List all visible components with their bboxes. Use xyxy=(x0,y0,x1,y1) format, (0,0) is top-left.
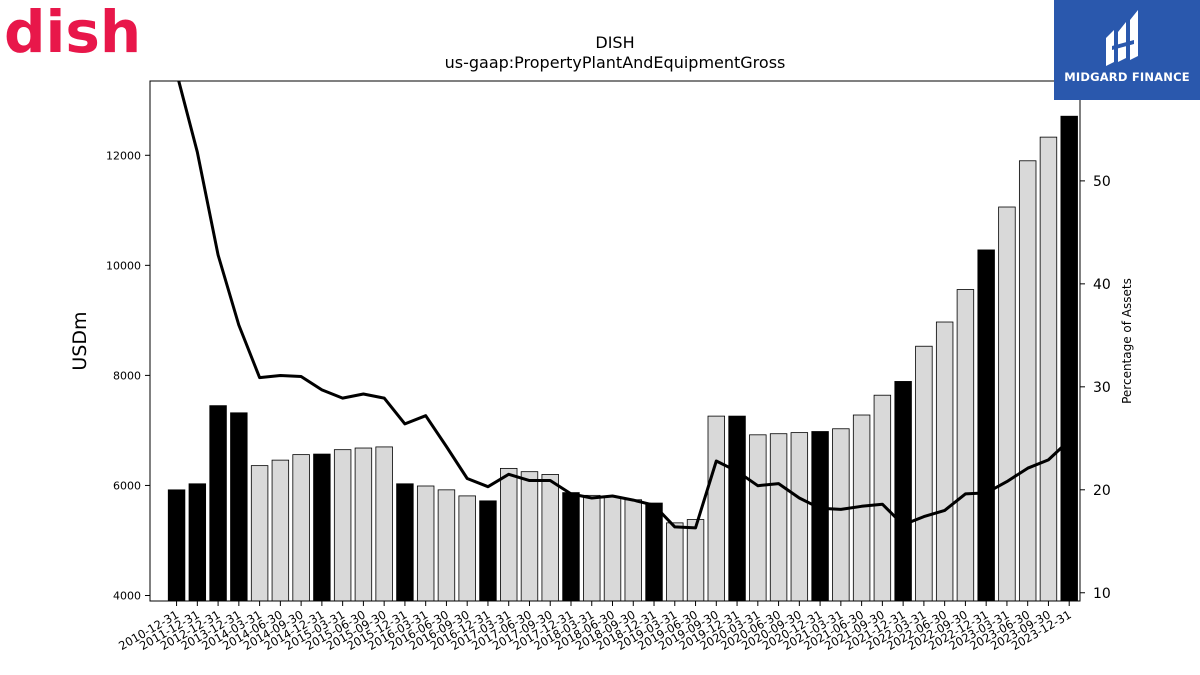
bar-2022-12-31 xyxy=(977,249,995,602)
bar-2023-09-30 xyxy=(1039,136,1058,602)
bar-2020-09-30 xyxy=(790,432,809,602)
bar-2018-09-30 xyxy=(624,499,642,602)
bar-2023-03-31 xyxy=(998,206,1016,602)
bar-2016-09-30 xyxy=(458,495,476,602)
bar-2015-03-31 xyxy=(333,449,352,602)
bar-2013-12-31 xyxy=(230,412,248,602)
bar-2016-06-30 xyxy=(437,489,456,602)
bar-2022-06-30 xyxy=(935,321,954,602)
bar-2012-12-31 xyxy=(209,405,227,602)
bar-2020-03-31 xyxy=(749,434,767,602)
chart-subtitle: us-gaap:PropertyPlantAndEquipmentGross xyxy=(444,53,786,72)
y-axis-right: 10 20 30 40 50 xyxy=(1080,174,1111,602)
y-axis-left: 4000 6000 8000 10000 12000 xyxy=(106,149,150,602)
chart-title: DISH xyxy=(595,33,635,52)
bar-2015-06-30 xyxy=(354,447,373,602)
bar-2023-06-30 xyxy=(1018,160,1037,602)
percentage-of-assets-line xyxy=(177,81,1071,530)
bar-2018-12-31 xyxy=(645,502,663,602)
bar-2017-06-30 xyxy=(520,471,539,602)
midgard-logo-text: MIDGARD FINANCE xyxy=(1064,70,1190,84)
bar-2021-03-31 xyxy=(832,428,850,602)
y-axis-label: USDm xyxy=(69,311,91,370)
y-tick-label: 12000 xyxy=(106,149,141,162)
bar-2011-12-31 xyxy=(188,483,207,602)
bar-2014-06-30 xyxy=(271,459,290,602)
y-tick-label: 8000 xyxy=(113,369,141,382)
bar-2021-12-31 xyxy=(894,381,912,602)
bar-2016-12-31 xyxy=(479,500,497,602)
y2-tick-label: 30 xyxy=(1093,380,1111,396)
bar-2014-09-30 xyxy=(292,454,310,602)
bar-2020-06-30 xyxy=(769,433,788,602)
bar-2017-12-31 xyxy=(562,492,580,602)
bar-2015-12-31 xyxy=(396,483,414,602)
midgard-logo-mark xyxy=(1106,10,1138,66)
y2-tick-label: 50 xyxy=(1093,174,1111,190)
bar-2019-09-30 xyxy=(707,415,726,602)
bar-2019-12-31 xyxy=(728,415,746,602)
bar-2014-03-31 xyxy=(250,465,269,602)
y-tick-label: 10000 xyxy=(106,259,141,272)
y-tick-label: 6000 xyxy=(113,479,141,492)
bar-2017-03-31 xyxy=(500,467,518,602)
bar-2019-06-30 xyxy=(686,519,705,602)
bar-2022-03-31 xyxy=(915,345,933,602)
bar-2015-09-30 xyxy=(375,446,393,602)
bar-2019-03-31 xyxy=(666,522,684,602)
bar-2023-12-31 xyxy=(1060,115,1078,602)
bar-2021-09-30 xyxy=(873,394,892,602)
x-axis: 2010-12-312011-12-312012-12-312013-12-31… xyxy=(116,601,1074,653)
bar-2017-09-30 xyxy=(541,474,559,602)
dish-logo-mark: dish xyxy=(4,0,141,66)
y2-tick-label: 20 xyxy=(1093,483,1111,499)
bar-2014-12-31 xyxy=(313,453,331,602)
bar-2010-12-31 xyxy=(167,489,186,602)
bar-2018-03-31 xyxy=(583,494,601,602)
bar-2018-06-30 xyxy=(603,496,622,602)
bars-group xyxy=(167,115,1078,602)
y2-axis-label: Percentage of Assets xyxy=(1120,278,1134,404)
bar-2016-03-31 xyxy=(416,485,435,602)
y2-tick-label: 40 xyxy=(1093,277,1111,293)
bar-2022-09-30 xyxy=(956,289,975,602)
y2-tick-label: 10 xyxy=(1093,586,1111,602)
dish-logo: dish xyxy=(4,0,144,66)
midgard-finance-logo: MIDGARD FINANCE xyxy=(1054,0,1200,100)
plot-frame xyxy=(149,80,1081,602)
bar-2020-12-31 xyxy=(811,431,829,602)
y-tick-label: 4000 xyxy=(113,589,141,602)
dish-logo-text: dish xyxy=(4,2,141,60)
